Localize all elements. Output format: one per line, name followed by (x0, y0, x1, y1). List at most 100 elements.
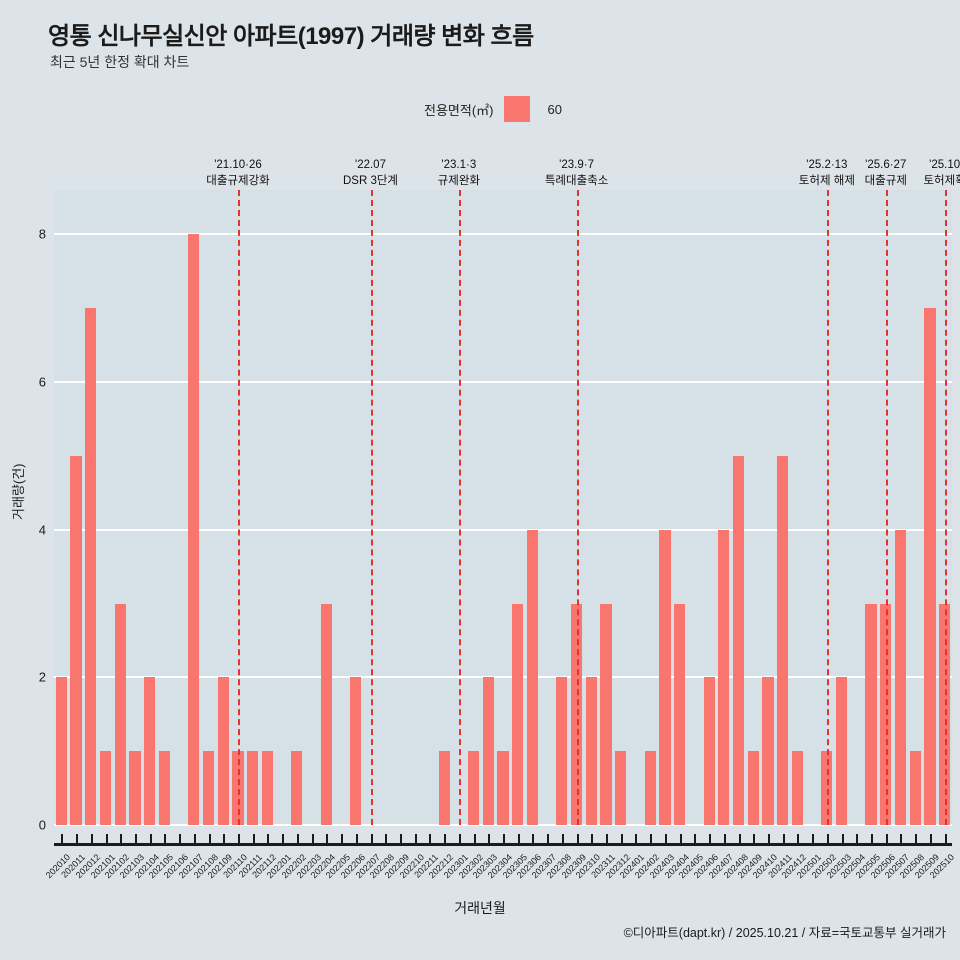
x-tick-202105 (164, 834, 167, 845)
x-tick-202211 (429, 834, 432, 845)
x-tick-202405 (694, 834, 697, 845)
bar-202105[interactable] (158, 751, 170, 825)
bar-202103[interactable] (129, 751, 141, 825)
bar-202111[interactable] (247, 751, 259, 825)
event-date-202309: '23.9·7 (559, 159, 594, 171)
bar-202011[interactable] (70, 455, 82, 825)
x-tick-202505 (871, 834, 874, 845)
bar-202505[interactable] (865, 603, 877, 825)
x-tick-202409 (753, 834, 756, 845)
bar-202202[interactable] (291, 751, 303, 825)
bar-202403[interactable] (659, 529, 671, 825)
bar-202012[interactable] (85, 308, 97, 825)
legend-label-60: 60 (547, 101, 562, 117)
x-tick-202109 (223, 834, 226, 845)
event-line-202502 (826, 190, 829, 825)
x-tick-202102 (120, 834, 123, 845)
x-tick-202209 (399, 834, 402, 845)
x-tick-202306 (532, 834, 535, 845)
bar-202302[interactable] (467, 751, 480, 825)
event-name-202502: 토허제 해제 (798, 174, 855, 187)
event-name-202207: DSR 3단계 (342, 174, 399, 187)
event-line-202207 (370, 190, 373, 825)
bar-202311[interactable] (600, 603, 612, 825)
bar-202108[interactable] (202, 751, 215, 825)
event-name-202309: 특례대출축소 (544, 174, 609, 187)
bar-202503[interactable] (835, 677, 848, 825)
bar-202312[interactable] (615, 751, 627, 825)
event-date-202502: '25.2·13 (806, 159, 848, 171)
event-label-202309: '23.9·7 특례대출축소 (545, 158, 608, 189)
bar-202508[interactable] (909, 751, 921, 825)
bar-202407[interactable] (718, 529, 730, 825)
bar-202010[interactable] (55, 677, 67, 825)
x-tick-202408 (738, 834, 741, 845)
x-tick-202312 (620, 834, 623, 845)
bar-202308[interactable] (556, 677, 568, 825)
x-tick-202506 (885, 834, 888, 845)
event-line-202510 (944, 190, 947, 825)
bar-202304[interactable] (497, 751, 509, 825)
bar-202112[interactable] (261, 751, 274, 825)
bar-202507[interactable] (894, 529, 907, 825)
legend: 전용면적(㎡) 60 (424, 96, 562, 122)
bar-202204[interactable] (320, 603, 332, 825)
event-label-202506: '25.6·27 대출규제 (865, 158, 907, 189)
bar-202408[interactable] (732, 455, 745, 825)
bar-202410[interactable] (762, 677, 774, 825)
x-tick-202411 (782, 834, 785, 845)
bar-202102[interactable] (114, 603, 126, 825)
x-tick-202509 (929, 834, 932, 845)
gridline-6 (54, 380, 952, 383)
event-line-202301 (458, 190, 461, 825)
bar-202310[interactable] (585, 677, 597, 825)
event-name-202506: 대출규제 (864, 174, 907, 187)
x-tick-202508 (915, 834, 918, 845)
event-label-202510: '25.10 토허제확 (923, 158, 960, 189)
x-tick-202201 (282, 834, 285, 845)
x-tick-202106 (179, 834, 182, 845)
bar-202107[interactable] (188, 234, 200, 825)
bar-202409[interactable] (747, 751, 759, 825)
bar-202303[interactable] (482, 677, 494, 825)
x-tick-202412 (797, 834, 800, 845)
event-line-202309 (576, 190, 579, 825)
x-tick-202107 (193, 834, 196, 845)
x-tick-202112 (267, 834, 270, 845)
x-tick-202310 (591, 834, 594, 845)
y-axis-title: 거래량(건) (11, 463, 26, 521)
x-tick-202309 (576, 834, 579, 845)
x-tick-202403 (664, 834, 667, 845)
x-tick-202307 (547, 834, 550, 845)
x-tick-202104 (149, 834, 152, 845)
bar-202305[interactable] (512, 603, 524, 825)
x-tick-202101 (105, 834, 108, 845)
x-tick-202404 (679, 834, 682, 845)
bar-202101[interactable] (99, 751, 112, 825)
gridline-8 (54, 233, 952, 236)
bar-202412[interactable] (791, 751, 804, 825)
x-tick-202207 (370, 834, 373, 845)
x-tick-202502 (826, 834, 829, 845)
bar-202406[interactable] (703, 677, 715, 825)
event-date-202301: '23.1·3 (441, 159, 477, 171)
event-label-202301: '23.1·3 규제완화 (438, 158, 480, 189)
bar-202212[interactable] (438, 751, 450, 825)
bar-202509[interactable] (924, 308, 936, 825)
x-tick-202302 (473, 834, 476, 845)
bar-202104[interactable] (144, 677, 156, 825)
bar-202306[interactable] (526, 529, 539, 825)
event-line-202110 (238, 190, 241, 825)
bar-202109[interactable] (217, 677, 229, 825)
bar-202402[interactable] (644, 751, 656, 825)
x-tick-202202 (296, 834, 299, 845)
bar-202206[interactable] (350, 677, 362, 825)
y-tick-label-2: 2 (38, 669, 46, 685)
bar-202411[interactable] (777, 455, 789, 825)
x-tick-202304 (503, 834, 505, 845)
event-date-202207: '22.07 (355, 159, 386, 171)
event-label-202110: '21.10·26 대출규제강화 (206, 158, 269, 189)
page-title: 영통 신나무실신안 아파트(1997) 거래량 변화 흐름 (48, 23, 534, 50)
y-tick-label-6: 6 (38, 374, 46, 390)
bar-202404[interactable] (674, 603, 686, 825)
